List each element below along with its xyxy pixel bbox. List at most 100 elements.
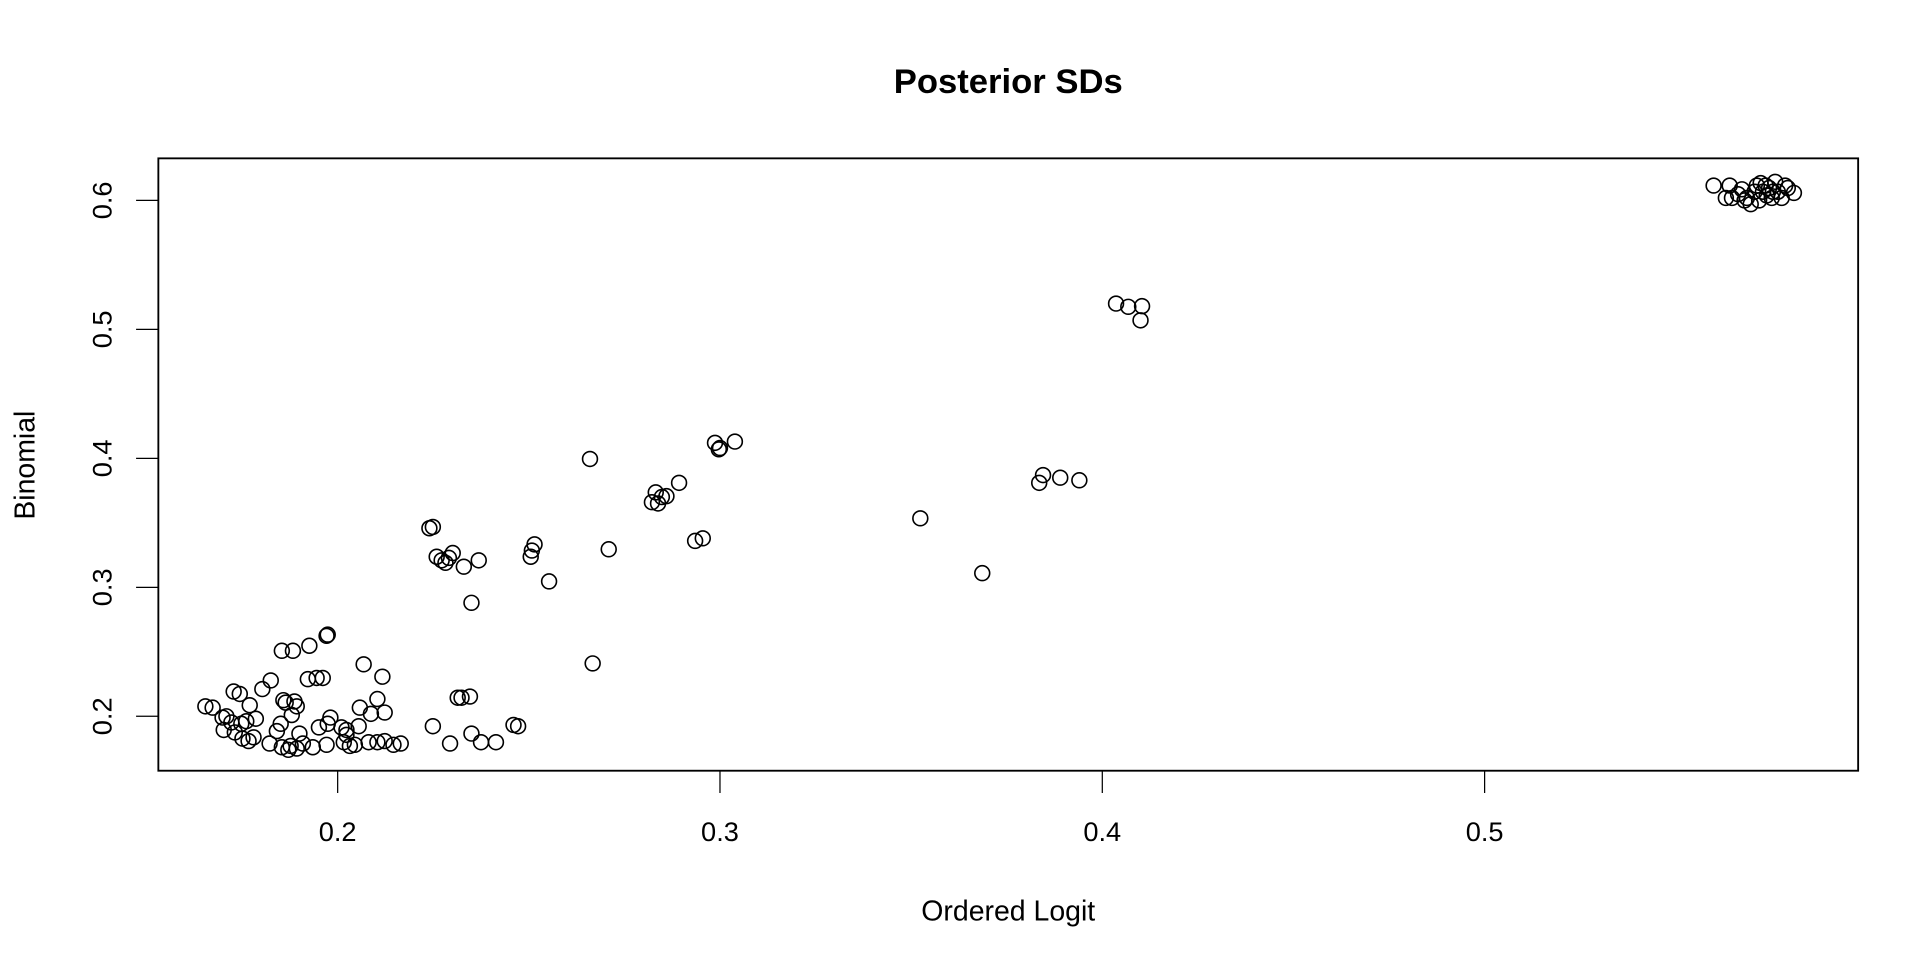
data-point: [463, 725, 480, 742]
data-point: [360, 733, 377, 751]
data-point: [238, 712, 255, 730]
data-point: [1721, 177, 1738, 194]
data-point: [374, 668, 391, 685]
data-point: [215, 721, 232, 739]
data-point: [461, 688, 479, 705]
y-tick-label: 0.6: [86, 181, 117, 219]
data-point: [273, 642, 291, 660]
data-point: [245, 729, 262, 746]
data-point: [338, 721, 355, 739]
data-point: [912, 510, 929, 527]
data-point: [1779, 179, 1797, 197]
data-point: [275, 691, 292, 709]
x-tick-label: 0.4: [1083, 816, 1121, 847]
data-point: [600, 541, 617, 558]
y-tick-label: 0.2: [86, 697, 117, 735]
x-tick-label: 0.2: [319, 816, 357, 847]
data-point: [1717, 189, 1735, 207]
data-point: [1733, 181, 1751, 198]
data-point: [726, 433, 744, 450]
data-point: [301, 637, 318, 654]
data-points: [197, 173, 1803, 759]
data-point: [1034, 466, 1052, 484]
data-point: [376, 732, 393, 750]
data-point: [487, 733, 505, 751]
y-axis-label: Binomial: [10, 411, 42, 520]
data-point: [428, 548, 445, 565]
data-point: [369, 690, 386, 708]
data-point: [304, 739, 322, 756]
data-point: [1030, 474, 1048, 492]
data-point: [284, 642, 302, 660]
data-point: [240, 732, 257, 750]
data-point: [322, 709, 339, 726]
data-point: [1705, 177, 1722, 194]
x-axis: 0.2 0.3 0.4 0.5: [319, 770, 1504, 847]
data-point: [231, 685, 249, 703]
data-point: [424, 717, 442, 735]
y-tick-label: 0.4: [86, 439, 117, 477]
data-point: [362, 705, 380, 723]
data-point: [424, 518, 442, 536]
data-point: [351, 699, 369, 716]
data-point: [294, 735, 312, 752]
data-point: [1071, 472, 1088, 489]
data-point: [310, 719, 328, 736]
data-point: [1750, 192, 1768, 209]
data-point: [1133, 297, 1151, 315]
data-point: [288, 740, 305, 757]
data-point: [974, 564, 991, 582]
data-point: [472, 733, 490, 751]
data-point: [581, 450, 599, 468]
data-point: [204, 699, 221, 716]
x-tick-label: 0.5: [1466, 816, 1504, 847]
data-point: [1052, 469, 1069, 486]
data-point: [392, 735, 409, 752]
data-point: [441, 735, 459, 752]
data-point: [288, 698, 305, 715]
data-point: [262, 672, 279, 689]
data-point: [350, 717, 367, 735]
data-point: [1120, 298, 1137, 316]
data-point: [444, 544, 461, 562]
data-point: [694, 530, 712, 547]
data-point: [319, 626, 336, 643]
data-point: [268, 722, 286, 740]
data-point: [540, 573, 558, 590]
y-axis: 0.2 0.3 0.4 0.5 0.6: [86, 181, 159, 735]
data-point: [670, 474, 688, 492]
data-point: [658, 487, 675, 505]
x-axis-label: Ordered Logit: [921, 895, 1095, 927]
data-point: [283, 706, 301, 724]
data-point: [1785, 184, 1803, 202]
data-point: [522, 548, 539, 565]
chart-title: Posterior SDs: [894, 63, 1123, 101]
data-point: [449, 689, 466, 706]
plot-frame: [157, 157, 1860, 772]
data-point: [385, 736, 402, 754]
data-point: [318, 736, 335, 754]
data-point: [455, 558, 473, 575]
data-point: [314, 669, 331, 687]
data-point: [509, 717, 527, 735]
data-point: [1107, 295, 1125, 312]
data-point: [308, 669, 325, 687]
data-point: [355, 656, 372, 673]
data-point: [241, 696, 258, 714]
data-point: [338, 726, 355, 744]
data-point: [254, 680, 271, 698]
y-tick-label: 0.3: [86, 568, 117, 606]
data-point: [453, 689, 470, 706]
data-point: [470, 552, 487, 569]
data-point: [463, 594, 480, 612]
data-point: [1729, 185, 1747, 203]
y-tick-label: 0.5: [86, 310, 117, 348]
data-point: [686, 532, 704, 550]
data-point: [1760, 179, 1778, 197]
data-point: [280, 741, 297, 759]
data-point: [376, 704, 393, 721]
data-point: [1132, 312, 1149, 329]
data-point: [369, 733, 386, 751]
data-point: [526, 536, 543, 553]
data-point: [197, 698, 214, 715]
